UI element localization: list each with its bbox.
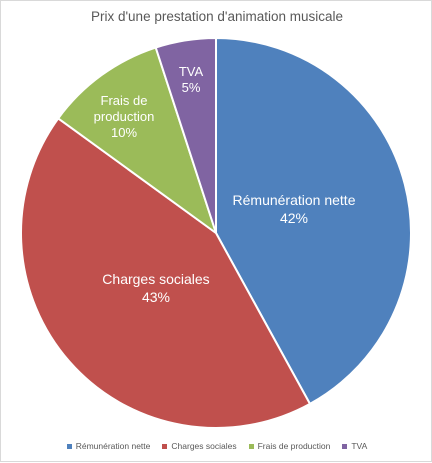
legend-item-2: Frais de production — [248, 441, 331, 451]
legend-swatch-3 — [342, 443, 348, 449]
chart-legend: Rémunération nette Charges sociales Frais … — [1, 441, 432, 451]
legend-item-0: Rémunération nette — [66, 441, 151, 451]
legend-item-1: Charges sociales — [162, 441, 237, 451]
pie-slice-1 — [20, 116, 312, 429]
legend-label-1: Charges sociales — [171, 441, 237, 451]
legend-label-0: Rémunération nette — [75, 441, 151, 451]
chart-title: Prix d'une prestation d'animation musica… — [90, 9, 344, 24]
legend-item-3: TVA — [342, 441, 367, 451]
legend-label-2: Frais de production — [257, 441, 331, 451]
slice-data-label-2: Frais de production 10% — [94, 93, 155, 140]
pie-slice-2 — [56, 46, 218, 236]
slice-data-label-1: Charges sociales 43% — [102, 271, 209, 305]
slice-data-label-0: Rémunération nette 42% — [233, 192, 356, 226]
slice-data-label-3: TVA 5% — [179, 64, 204, 95]
legend-swatch-0 — [66, 443, 72, 449]
legend-label-3: TVA — [351, 441, 368, 451]
pie-slice-0 — [215, 36, 412, 406]
legend-swatch-1 — [162, 443, 168, 449]
legend-swatch-2 — [248, 443, 254, 449]
pie-slice-3 — [154, 36, 217, 234]
